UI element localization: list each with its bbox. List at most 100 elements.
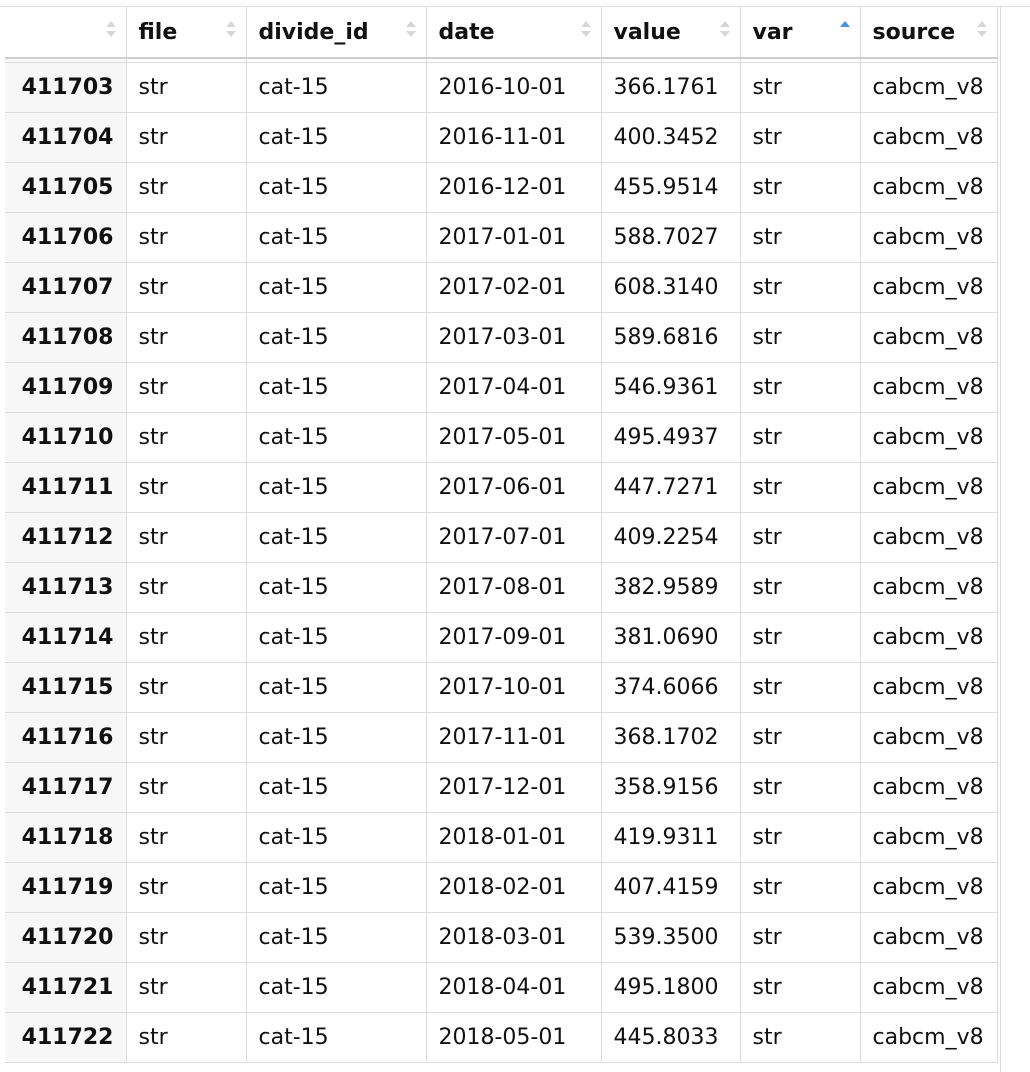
table-row[interactable]: 411719 str cat-15 2018-02-01 407.4159 str cabc…	[5, 862, 998, 913]
row-index-cell: 411714	[5, 612, 127, 663]
column-header-divide-id[interactable]: divide_id	[246, 7, 427, 59]
cell-source: cabcm_v8	[860, 862, 998, 913]
column-header-file[interactable]: file	[126, 7, 247, 59]
column-header-source[interactable]: source	[860, 7, 998, 59]
table-row[interactable]: 411708 str cat-15 2017-03-01 589.6816 str cabc…	[5, 312, 998, 363]
table-row[interactable]: 411713 str cat-15 2017-08-01 382.9589 str cabc…	[5, 562, 998, 613]
cell-divide-id: cat-15	[246, 512, 427, 563]
cell-divide-id: cat-15	[246, 212, 427, 263]
cell-file: str	[126, 462, 247, 513]
cell-value: 495.4937	[601, 412, 741, 463]
cell-file: str	[126, 612, 247, 663]
cell-date: 2018-03-01	[426, 912, 602, 963]
sort-icon[interactable]	[405, 19, 416, 39]
table-row[interactable]: 411705 str cat-15 2016-12-01 455.9514 str cabc…	[5, 162, 998, 213]
cell-source: cabcm_v8	[860, 612, 998, 663]
row-index-cell: 411717	[5, 762, 127, 813]
table-row[interactable]: 411718 str cat-15 2018-01-01 419.9311 str cabc…	[5, 812, 998, 863]
data-table: file divide_id date value var source	[5, 7, 998, 1063]
row-index-cell: 411711	[5, 462, 127, 513]
row-index-cell: 411720	[5, 912, 127, 963]
cell-divide-id: cat-15	[246, 862, 427, 913]
cell-var: str	[740, 512, 861, 563]
cell-value: 419.9311	[601, 812, 741, 863]
table-row[interactable]: 411722 str cat-15 2018-05-01 445.8033 str cabc…	[5, 1012, 998, 1063]
row-index-cell: 411709	[5, 362, 127, 413]
cell-divide-id: cat-15	[246, 312, 427, 363]
column-header-value[interactable]: value	[601, 7, 741, 59]
cell-divide-id: cat-15	[246, 662, 427, 713]
cell-date: 2016-12-01	[426, 162, 602, 213]
cell-divide-id: cat-15	[246, 262, 427, 313]
cell-file: str	[126, 362, 247, 413]
cell-source: cabcm_v8	[860, 262, 998, 313]
table-row[interactable]: 411710 str cat-15 2017-05-01 495.4937 str cabc…	[5, 412, 998, 463]
cell-divide-id: cat-15	[246, 162, 427, 213]
cell-var: str	[740, 812, 861, 863]
table-row[interactable]: 411714 str cat-15 2017-09-01 381.0690 str cabc…	[5, 612, 998, 663]
column-header-date[interactable]: date	[426, 7, 602, 59]
sort-icon[interactable]	[719, 19, 730, 39]
cell-file: str	[126, 1012, 247, 1063]
table-row[interactable]: 411712 str cat-15 2017-07-01 409.2254 str cabc…	[5, 512, 998, 563]
column-header-label: var	[752, 19, 793, 45]
cell-file: str	[126, 962, 247, 1013]
cell-date: 2016-11-01	[426, 112, 602, 163]
cell-source: cabcm_v8	[860, 212, 998, 263]
table-row[interactable]: 411720 str cat-15 2018-03-01 539.3500 str cabc…	[5, 912, 998, 963]
table-row[interactable]: 411709 str cat-15 2017-04-01 546.9361 str cabc…	[5, 362, 998, 413]
cell-date: 2017-11-01	[426, 712, 602, 763]
cell-divide-id: cat-15	[246, 962, 427, 1013]
table-row[interactable]: 411716 str cat-15 2017-11-01 368.1702 str cabc…	[5, 712, 998, 763]
cell-file: str	[126, 762, 247, 813]
cell-value: 589.6816	[601, 312, 741, 363]
column-header-var[interactable]: var	[740, 7, 861, 59]
cell-var: str	[740, 362, 861, 413]
sort-icon[interactable]	[105, 19, 116, 39]
row-index-cell: 411705	[5, 162, 127, 213]
cell-source: cabcm_v8	[860, 1012, 998, 1063]
sort-ascending-icon[interactable]	[839, 19, 850, 39]
cell-source: cabcm_v8	[860, 412, 998, 463]
cell-divide-id: cat-15	[246, 612, 427, 663]
column-header-label: date	[438, 19, 495, 45]
cell-file: str	[126, 412, 247, 463]
cell-source: cabcm_v8	[860, 812, 998, 863]
table-row[interactable]: 411721 str cat-15 2018-04-01 495.1800 str cabc…	[5, 962, 998, 1013]
cell-var: str	[740, 762, 861, 813]
sort-icon[interactable]	[580, 19, 591, 39]
table-row[interactable]: 411711 str cat-15 2017-06-01 447.7271 str cabc…	[5, 462, 998, 513]
header-spacer	[5, 58, 998, 63]
cell-var: str	[740, 662, 861, 713]
table-row[interactable]: 411717 str cat-15 2017-12-01 358.9156 str cabc…	[5, 762, 998, 813]
row-index-cell: 411713	[5, 562, 127, 613]
cell-file: str	[126, 262, 247, 313]
sort-icon[interactable]	[225, 19, 236, 39]
cell-divide-id: cat-15	[246, 412, 427, 463]
table-row[interactable]: 411706 str cat-15 2017-01-01 588.7027 str cabc…	[5, 212, 998, 263]
cell-source: cabcm_v8	[860, 662, 998, 713]
cell-date: 2017-02-01	[426, 262, 602, 313]
cell-date: 2018-04-01	[426, 962, 602, 1013]
cell-file: str	[126, 162, 247, 213]
sort-icon[interactable]	[976, 19, 987, 39]
cell-value: 546.9361	[601, 362, 741, 413]
table-row[interactable]: 411707 str cat-15 2017-02-01 608.3140 str cabc…	[5, 262, 998, 313]
cell-date: 2018-01-01	[426, 812, 602, 863]
table-row[interactable]: 411703 str cat-15 2016-10-01 366.1761 str cabc…	[5, 62, 998, 113]
cell-date: 2017-05-01	[426, 412, 602, 463]
cell-source: cabcm_v8	[860, 312, 998, 363]
cell-source: cabcm_v8	[860, 62, 998, 113]
table-row[interactable]: 411715 str cat-15 2017-10-01 374.6066 str cabc…	[5, 662, 998, 713]
cell-var: str	[740, 612, 861, 663]
row-index-cell: 411719	[5, 862, 127, 913]
column-header-index[interactable]	[5, 7, 127, 59]
cell-divide-id: cat-15	[246, 712, 427, 763]
cell-value: 588.7027	[601, 212, 741, 263]
cell-value: 374.6066	[601, 662, 741, 713]
cell-value: 409.2254	[601, 512, 741, 563]
row-index-cell: 411703	[5, 62, 127, 113]
cell-date: 2017-04-01	[426, 362, 602, 413]
table-row[interactable]: 411704 str cat-15 2016-11-01 400.3452 str cabc…	[5, 112, 998, 163]
column-header-label: divide_id	[258, 19, 369, 45]
